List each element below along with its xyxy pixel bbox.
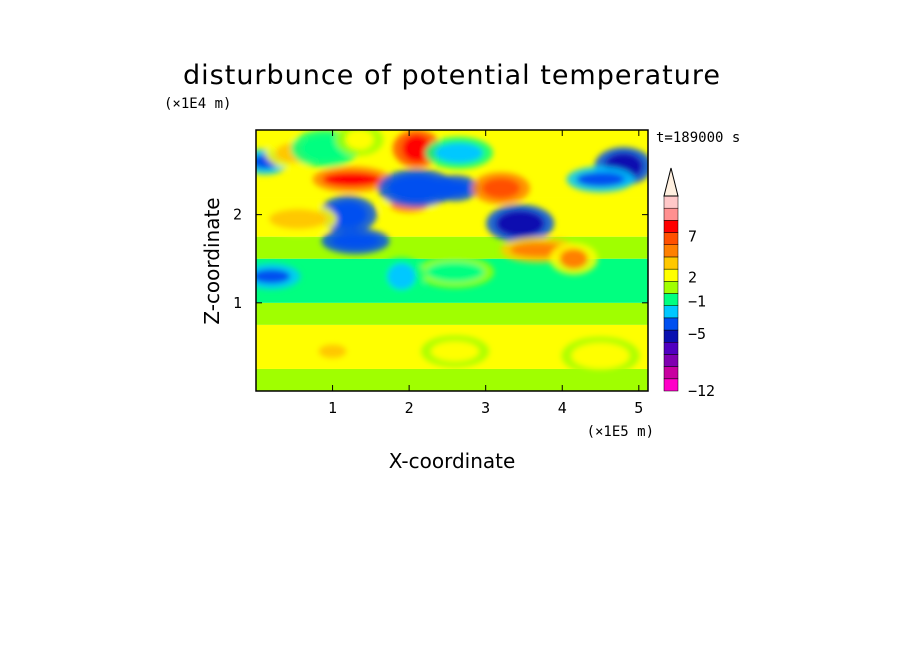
field-blob (559, 248, 588, 269)
field-blob (322, 172, 381, 187)
chart-title: disturbunce of potential temperature (183, 60, 721, 91)
colorbar-swatch (663, 317, 679, 331)
colorbar-swatch (663, 207, 679, 221)
colorbar-swatch (663, 195, 679, 209)
field-band (256, 302, 648, 325)
y-axis: 12 (233, 206, 648, 312)
field-blob (387, 263, 416, 290)
colorbar-extension (663, 167, 679, 197)
x-tick-label: 3 (481, 399, 490, 417)
colorbar-swatch (663, 293, 679, 306)
x-axis-title: X-coordinate (389, 449, 516, 473)
field-band (256, 368, 648, 391)
colorbar-swatch (663, 256, 679, 270)
x-unit-label: (×1E5 m) (587, 424, 654, 440)
colorbar-swatch (663, 305, 679, 319)
colorbar-swatch (663, 378, 679, 392)
field-blob (496, 210, 545, 237)
field-blob (402, 135, 431, 162)
field-blob (576, 172, 625, 187)
field-blob (434, 142, 483, 163)
x-tick-label: 2 (405, 399, 414, 417)
field-blob (431, 341, 480, 362)
colorbar: 7 2 −1 −5 −12 (663, 167, 715, 400)
x-axis: 1 2 3 4 5 (328, 130, 643, 417)
field-blobs (256, 130, 648, 375)
field-blob (269, 209, 328, 230)
field-blob (387, 175, 446, 202)
plot-area (256, 130, 648, 391)
y-tick-label: 2 (233, 206, 242, 224)
field-blob (482, 178, 520, 199)
field-blob (441, 181, 470, 196)
y-tick-label: 1 (233, 294, 242, 312)
colorbar-tick-label: −1 (688, 293, 706, 311)
field-blob (426, 261, 485, 282)
colorbar-swatch (663, 366, 679, 380)
colorbar-swatch (663, 342, 679, 355)
colorbar-tick-label: −5 (688, 325, 706, 343)
field-blob (256, 269, 291, 284)
field-blob (328, 201, 367, 228)
y-axis-title: Z-coordinate (200, 197, 224, 324)
field-blob (331, 234, 380, 249)
colorbar-swatch (663, 268, 679, 282)
plot-frame (255, 129, 649, 392)
time-label: t=189000 s (656, 130, 740, 146)
colorbar-tick-label: 7 (688, 228, 697, 246)
colorbar-swatch (663, 244, 679, 258)
colorbar-tick-label: 2 (688, 268, 697, 286)
colorbar-swatch (663, 220, 679, 233)
y-unit-label: (×1E4 m) (164, 96, 231, 112)
x-tick-label: 1 (328, 399, 337, 417)
colorbar-swatch (663, 281, 679, 294)
colorbar-swatch (663, 354, 679, 367)
colorbar-swatch (663, 329, 679, 343)
colorbar-tick-label: −12 (688, 382, 715, 400)
field-blob (318, 344, 347, 359)
colorbar-swatch (663, 232, 679, 245)
x-tick-label: 5 (634, 399, 643, 417)
x-tick-label: 4 (558, 399, 567, 417)
field-blob (345, 130, 374, 150)
field-blob (571, 342, 630, 369)
